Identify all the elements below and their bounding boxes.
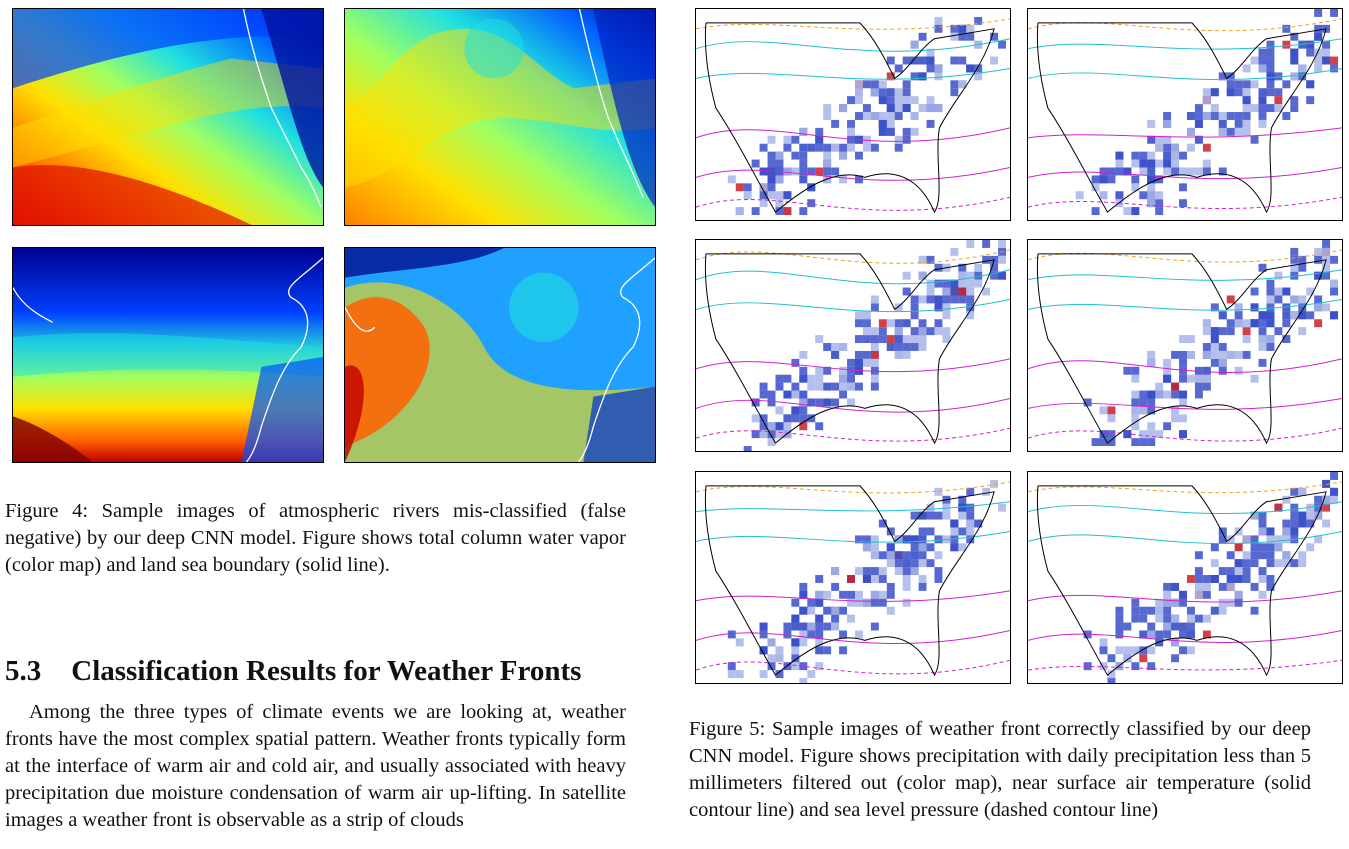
paragraph-text: Among the three types of climate events … <box>5 701 626 831</box>
figure5-caption: Figure 5: Sample images of weather front… <box>689 718 1311 821</box>
fig4-panel-4 <box>344 247 656 463</box>
fig5-panel-3 <box>695 239 1011 452</box>
fig5-panel-5 <box>695 471 1011 684</box>
fig5-panel-4 <box>1027 239 1343 452</box>
fig4-panel-1 <box>12 8 324 226</box>
fig4-panel-3 <box>12 247 324 463</box>
section-paragraph: Among the three types of climate events … <box>5 699 626 834</box>
fig4-panel-2 <box>344 8 656 226</box>
fig5-panel-1 <box>695 8 1011 221</box>
fig5-panel-6 <box>1027 471 1343 684</box>
fig5-panel-2 <box>1027 8 1343 221</box>
figure4-caption: Figure 4: Sample images of atmospheric r… <box>5 500 626 576</box>
section-number: 5.3 <box>5 655 42 687</box>
section-title: Classification Results for Weather Front… <box>71 655 582 687</box>
section-heading: 5.3 Classification Results for Weather Fr… <box>5 655 581 688</box>
